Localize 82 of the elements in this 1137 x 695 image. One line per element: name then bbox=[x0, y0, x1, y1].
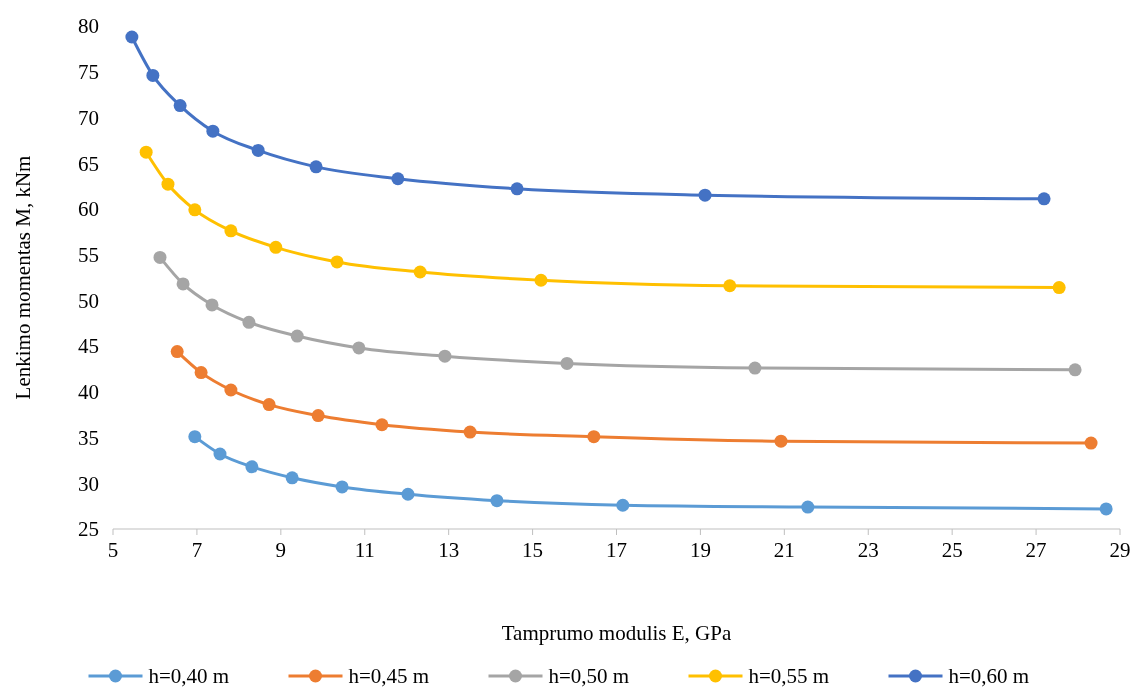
point bbox=[194, 366, 208, 380]
x-tick-label: 19 bbox=[689, 538, 711, 562]
x-tick-label: 9 bbox=[275, 538, 287, 562]
x-tick-label: 7 bbox=[191, 538, 203, 562]
x-tick-label: 29 bbox=[1109, 538, 1131, 562]
y-axis-title: Lenkimo momentas M, kNm bbox=[11, 155, 35, 400]
y-tick-label: 50 bbox=[78, 288, 99, 313]
point bbox=[146, 68, 160, 82]
legend-label: h=0,50 m bbox=[548, 664, 630, 688]
point bbox=[139, 145, 153, 159]
x-tick-label: 11 bbox=[354, 538, 375, 562]
point bbox=[161, 177, 175, 191]
x-tick-label: 25 bbox=[941, 538, 963, 562]
legend-label: h=0,60 m bbox=[948, 664, 1030, 688]
point bbox=[290, 329, 304, 343]
point bbox=[176, 277, 190, 291]
x-tick-label: 27 bbox=[1025, 538, 1047, 562]
y-tick-label: 30 bbox=[78, 471, 99, 496]
point bbox=[245, 460, 259, 474]
point bbox=[413, 265, 427, 279]
y-tick-label: 75 bbox=[78, 60, 99, 85]
y-tick-label: 35 bbox=[78, 425, 99, 450]
x-tick-label: 15 bbox=[522, 538, 544, 562]
point bbox=[251, 143, 265, 157]
point bbox=[534, 273, 548, 287]
point bbox=[330, 255, 344, 269]
y-tick-label: 25 bbox=[78, 517, 99, 542]
point bbox=[170, 345, 184, 359]
point bbox=[560, 356, 574, 370]
point bbox=[224, 224, 238, 238]
point bbox=[438, 349, 452, 363]
point bbox=[375, 418, 389, 432]
point bbox=[801, 500, 815, 514]
point bbox=[173, 99, 187, 113]
point bbox=[125, 30, 139, 44]
y-tick-label: 70 bbox=[78, 105, 99, 130]
point bbox=[587, 430, 601, 444]
y-tick-label: 65 bbox=[78, 151, 99, 176]
point bbox=[698, 188, 712, 202]
point bbox=[463, 425, 477, 439]
point bbox=[748, 361, 762, 375]
x-tick-label: 5 bbox=[107, 538, 119, 562]
x-tick-label: 23 bbox=[857, 538, 879, 562]
point bbox=[269, 240, 283, 254]
point bbox=[723, 279, 737, 293]
point bbox=[153, 250, 167, 264]
point bbox=[242, 315, 256, 329]
point bbox=[285, 471, 299, 485]
legend-label: h=0,45 m bbox=[348, 664, 430, 688]
point bbox=[1099, 502, 1113, 516]
point bbox=[311, 409, 325, 423]
x-axis-title: Tamprumo modulis E, GPa bbox=[501, 621, 732, 645]
point bbox=[205, 298, 219, 312]
legend-label: h=0,55 m bbox=[748, 664, 830, 688]
y-tick-label: 45 bbox=[78, 334, 99, 359]
point bbox=[1052, 281, 1066, 295]
point bbox=[206, 124, 220, 138]
point bbox=[1037, 192, 1051, 206]
y-tick-label: 60 bbox=[78, 197, 99, 222]
point bbox=[490, 494, 504, 508]
point bbox=[401, 487, 415, 501]
legend-label: h=0,40 m bbox=[148, 664, 230, 688]
y-tick-label: 40 bbox=[78, 380, 99, 405]
x-tick-label: 17 bbox=[606, 538, 627, 562]
x-tick-label: 21 bbox=[773, 538, 795, 562]
point bbox=[188, 430, 202, 444]
point bbox=[510, 182, 524, 196]
point bbox=[262, 398, 276, 412]
point bbox=[774, 434, 788, 448]
point bbox=[335, 480, 349, 494]
point bbox=[188, 203, 202, 217]
point bbox=[1084, 436, 1098, 450]
point bbox=[213, 447, 227, 461]
point bbox=[1068, 363, 1082, 377]
x-tick-label: 13 bbox=[438, 538, 460, 562]
point bbox=[224, 383, 238, 397]
y-tick-label: 55 bbox=[78, 242, 99, 267]
y-tick-label: 80 bbox=[78, 14, 99, 39]
point bbox=[616, 498, 630, 512]
point bbox=[309, 160, 323, 174]
point bbox=[391, 172, 405, 186]
point bbox=[352, 341, 366, 355]
